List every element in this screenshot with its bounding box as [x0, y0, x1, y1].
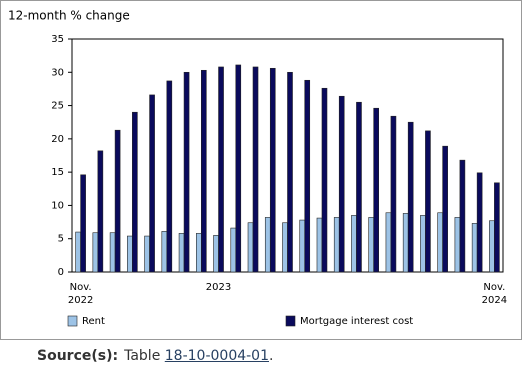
bar [459, 159, 466, 273]
bar [183, 71, 190, 273]
bar [385, 212, 392, 273]
x-tick-label: 2023 [205, 282, 232, 293]
bar [442, 145, 448, 273]
source-end: . [269, 348, 274, 364]
chart-frame [0, 0, 522, 340]
x-tick-label: Nov. 2024 [481, 282, 508, 306]
y-tick-label: 25 [51, 101, 64, 112]
y-tick-label: 10 [51, 200, 64, 211]
bar [390, 115, 397, 273]
y-tick-label: 5 [58, 234, 64, 245]
bar [368, 217, 375, 273]
bar [304, 79, 311, 273]
bar [282, 222, 288, 273]
bar [351, 215, 357, 273]
bar [437, 212, 443, 273]
bar [402, 213, 409, 273]
y-tick-label: 0 [58, 267, 64, 278]
bar [92, 232, 99, 273]
bar [247, 222, 254, 273]
y-tick-label: 35 [51, 34, 64, 45]
bar [333, 217, 340, 273]
y-tick-label: 15 [51, 167, 64, 178]
bar [287, 71, 293, 273]
bar [373, 107, 380, 273]
bar [420, 215, 426, 273]
bar [161, 231, 168, 273]
bar [407, 121, 414, 273]
y-axis-label: 12-month % change [8, 9, 130, 23]
legend-label: Mortgage interest cost [300, 316, 413, 327]
bar [494, 182, 500, 273]
bar [144, 235, 150, 273]
bar [149, 94, 155, 273]
bar [299, 219, 306, 273]
bar [196, 233, 202, 273]
source: Source(s): Table 18-10-0004-01. [37, 348, 273, 364]
bar [264, 217, 271, 273]
source-text: Table [124, 348, 161, 364]
bar [201, 69, 207, 273]
bar [213, 235, 219, 273]
bar [269, 67, 276, 273]
bar [127, 235, 133, 273]
source-label: Source(s): [37, 348, 119, 364]
bar [132, 111, 138, 273]
bar [178, 233, 185, 273]
bar [80, 174, 86, 273]
bar [218, 66, 224, 273]
bar [109, 232, 116, 273]
legend-label: Rent [82, 316, 105, 327]
bar [97, 150, 104, 273]
x-tick-label: Nov. 2022 [67, 282, 94, 306]
bar [338, 95, 345, 273]
bar [356, 101, 362, 273]
legend-swatch [285, 315, 296, 327]
bar [454, 217, 461, 273]
bar [425, 130, 431, 273]
bar [476, 172, 483, 273]
bar [235, 64, 242, 273]
legend-swatch [67, 315, 78, 327]
bar [166, 80, 173, 273]
bar [471, 223, 478, 273]
bar [114, 129, 121, 273]
y-tick-label: 30 [51, 67, 64, 78]
bar [75, 231, 81, 273]
bar [316, 217, 323, 273]
y-tick-label: 20 [51, 134, 64, 145]
bar [489, 220, 495, 273]
source-link[interactable]: 18-10-0004-01 [164, 348, 269, 364]
bar [252, 66, 259, 273]
bar [230, 227, 237, 273]
bar [321, 87, 328, 273]
